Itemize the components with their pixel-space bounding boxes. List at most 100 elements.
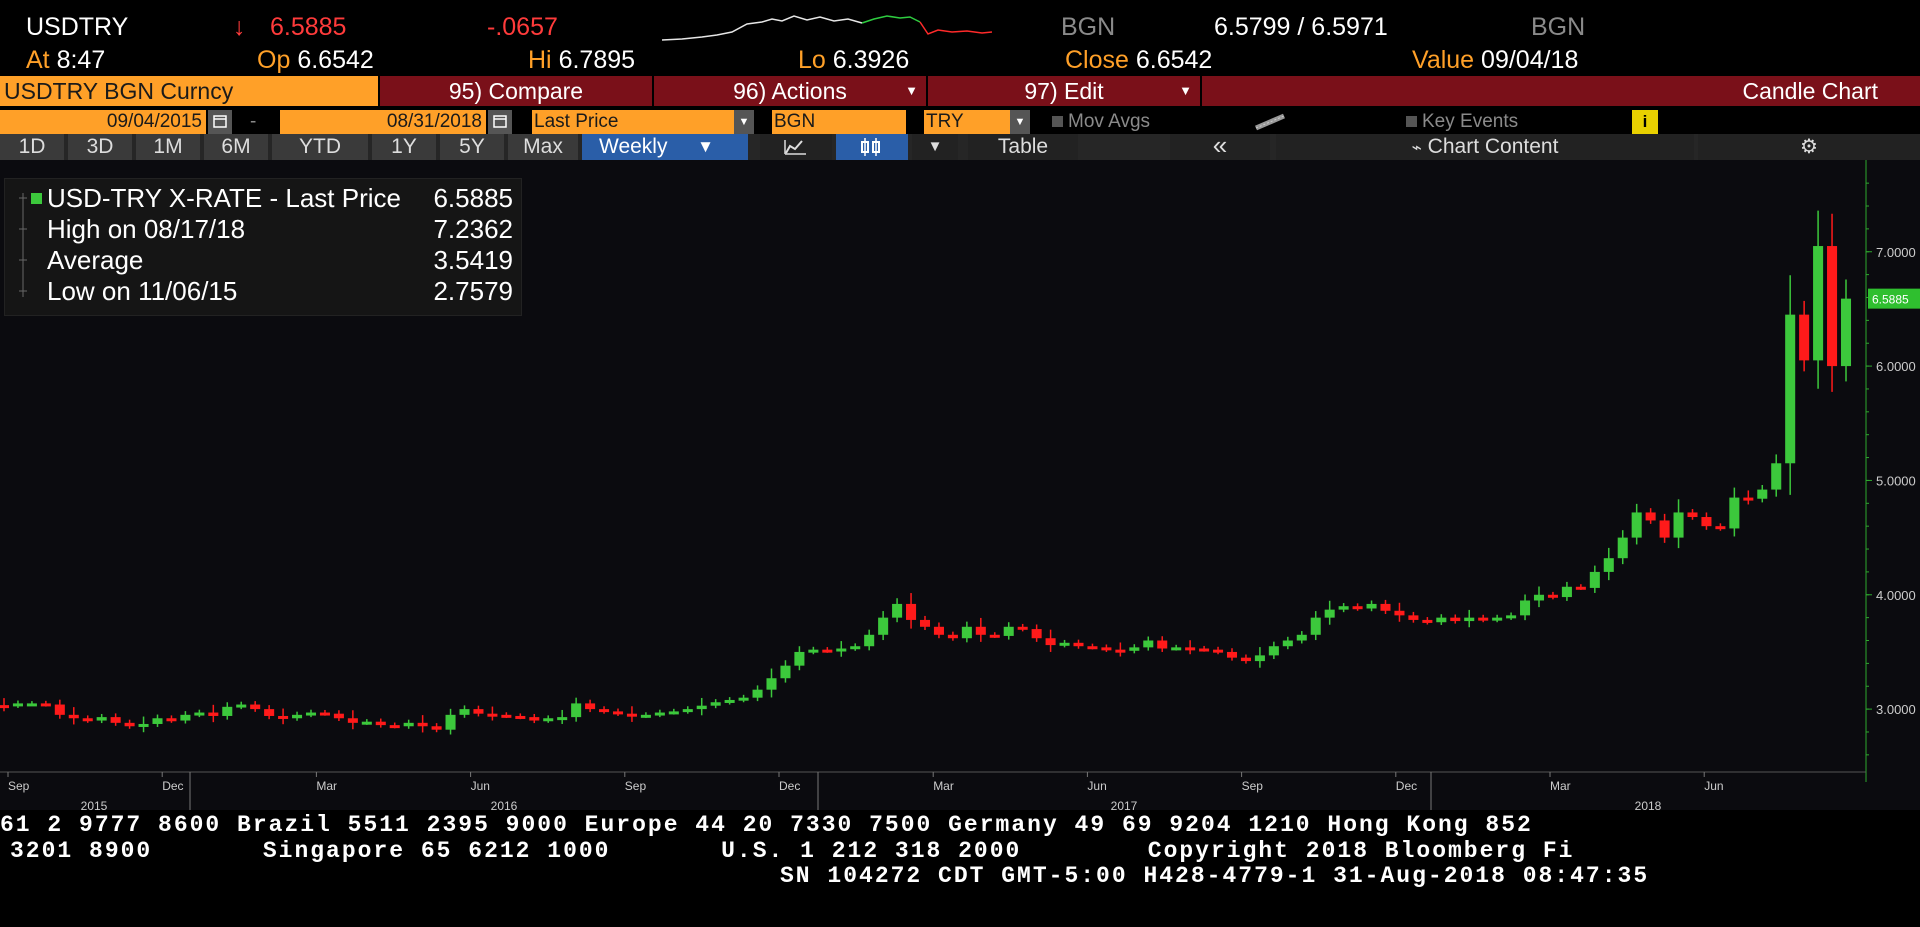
currency-select[interactable]: TRY (924, 110, 1010, 134)
candle-body (1506, 615, 1517, 619)
candle-body (194, 712, 205, 716)
candle-body (403, 722, 414, 727)
candle-body (1282, 640, 1293, 647)
candle-body (152, 718, 163, 724)
field-select[interactable]: Last Price (532, 110, 734, 134)
candle-body (1450, 617, 1461, 622)
legend-tree-lines (19, 193, 27, 297)
caret-down-icon[interactable]: ▼ (1010, 110, 1030, 134)
calendar-icon[interactable] (488, 110, 512, 134)
candle-body (1031, 629, 1042, 639)
edit-label: 97) Edit (1024, 78, 1104, 104)
candle-body (1813, 246, 1824, 361)
start-date-input[interactable]: 09/04/2015 (0, 110, 206, 134)
period-button-1y[interactable]: 1Y (372, 134, 436, 160)
table-button[interactable]: Table (968, 134, 1078, 160)
candle-body (543, 718, 554, 722)
source-label-1: BGN (1061, 13, 1116, 41)
line-chart-icon[interactable] (760, 134, 832, 160)
date-separator: - (250, 111, 257, 132)
candle-body (1575, 586, 1586, 590)
open-label: Op (257, 46, 291, 74)
candle-body (1520, 600, 1531, 616)
legend-series-row: USD-TRY X-RATE - Last Price 6.5885 (13, 183, 513, 214)
candle-body (110, 717, 121, 723)
candle-body (1561, 586, 1572, 598)
chart-legend: USD-TRY X-RATE - Last Price 6.5885 High … (4, 178, 522, 316)
mov-avgs-toggle[interactable]: Mov Avgs (1052, 110, 1202, 134)
period-button-5y[interactable]: 5Y (440, 134, 504, 160)
candle-body (850, 646, 861, 650)
pencil-icon[interactable] (1252, 110, 1290, 134)
candle-body (1840, 298, 1852, 367)
candle-body (933, 626, 944, 635)
candle-body (487, 713, 498, 717)
candle-body (1101, 647, 1112, 651)
candle-body (1213, 649, 1224, 653)
legend-low-value: 2.7579 (433, 276, 513, 306)
source-input[interactable]: BGN (772, 110, 906, 134)
candle-body (1394, 610, 1405, 616)
legend-low-label: Low on 11/06/15 (47, 276, 238, 306)
actions-menu[interactable]: 96) Actions ▼ (654, 76, 926, 106)
security-field[interactable]: USDTRY BGN Curncy (0, 76, 378, 106)
calendar-icon[interactable] (208, 110, 232, 134)
x-month-label: Sep (8, 779, 30, 793)
compare-button[interactable]: 95) Compare (380, 76, 652, 106)
candle-body (640, 714, 651, 718)
x-month-label: Sep (1242, 779, 1264, 793)
candle-body (375, 721, 386, 726)
period-button-1d[interactable]: 1D (0, 134, 64, 160)
candle-body (292, 714, 303, 719)
period-button-6m[interactable]: 6M (204, 134, 268, 160)
collapse-icon[interactable]: « (1170, 132, 1270, 160)
candle-body (96, 717, 107, 721)
candle-body (1296, 634, 1307, 641)
candle-body (473, 709, 484, 714)
candle-body (431, 726, 442, 730)
x-year-label: 2017 (1111, 799, 1138, 810)
candle-body (585, 703, 596, 710)
actions-label: 96) Actions (733, 78, 847, 104)
candle-body (1059, 642, 1070, 646)
x-month-label: Dec (162, 779, 183, 793)
x-month-label: Mar (316, 779, 337, 793)
mov-avgs-label: Mov Avgs (1068, 111, 1151, 132)
candle-body (1408, 615, 1419, 620)
y-tick-label: 3.0000 (1876, 702, 1916, 717)
candle-body (54, 704, 65, 715)
y-tick-label: 5.0000 (1876, 473, 1916, 488)
high-label: Hi (528, 46, 552, 74)
chart-type-label[interactable]: Candle Chart (1202, 76, 1920, 106)
candle-chart-icon[interactable] (836, 134, 908, 160)
candle-body (1799, 314, 1810, 361)
candle-body (529, 717, 540, 721)
legend-high-row: High on 08/17/18 7.2362 (13, 214, 513, 245)
candle-body (612, 711, 624, 715)
candle-body (710, 702, 721, 706)
caret-down-icon[interactable]: ▼ (734, 110, 754, 134)
x-month-label: Jun (471, 779, 490, 793)
candle-body (1185, 647, 1196, 651)
close-price: Close 6.6542 (1065, 45, 1212, 75)
value-value: 09/04/18 (1481, 46, 1579, 74)
candle-body (208, 712, 219, 716)
chart-style-dropdown-icon[interactable]: ▼ (912, 134, 958, 160)
candle-body (389, 725, 400, 729)
period-button-ytd[interactable]: YTD (272, 134, 368, 160)
key-events-toggle[interactable]: Key Events (1406, 110, 1586, 134)
period-button-max[interactable]: Max (508, 134, 578, 160)
controls-bar: 09/04/2015 - 08/31/2018 Last Price ▼ BGN… (0, 110, 1920, 134)
candle-body (1171, 647, 1182, 651)
end-date-input[interactable]: 08/31/2018 (280, 110, 486, 134)
candle-body (250, 704, 261, 710)
edit-menu[interactable]: 97) Edit ▼ (928, 76, 1200, 106)
checkbox-icon (1406, 116, 1417, 127)
gear-icon[interactable]: ⚙ (1698, 134, 1920, 160)
frequency-select[interactable]: Weekly ▼ (582, 134, 748, 160)
info-icon[interactable]: i (1632, 110, 1658, 134)
period-button-3d[interactable]: 3D (68, 134, 132, 160)
period-button-1m[interactable]: 1M (136, 134, 200, 160)
chart-content-button[interactable]: ⌁ Chart Content (1276, 134, 1694, 160)
legend-low-row: Low on 11/06/15 2.7579 (13, 276, 513, 307)
